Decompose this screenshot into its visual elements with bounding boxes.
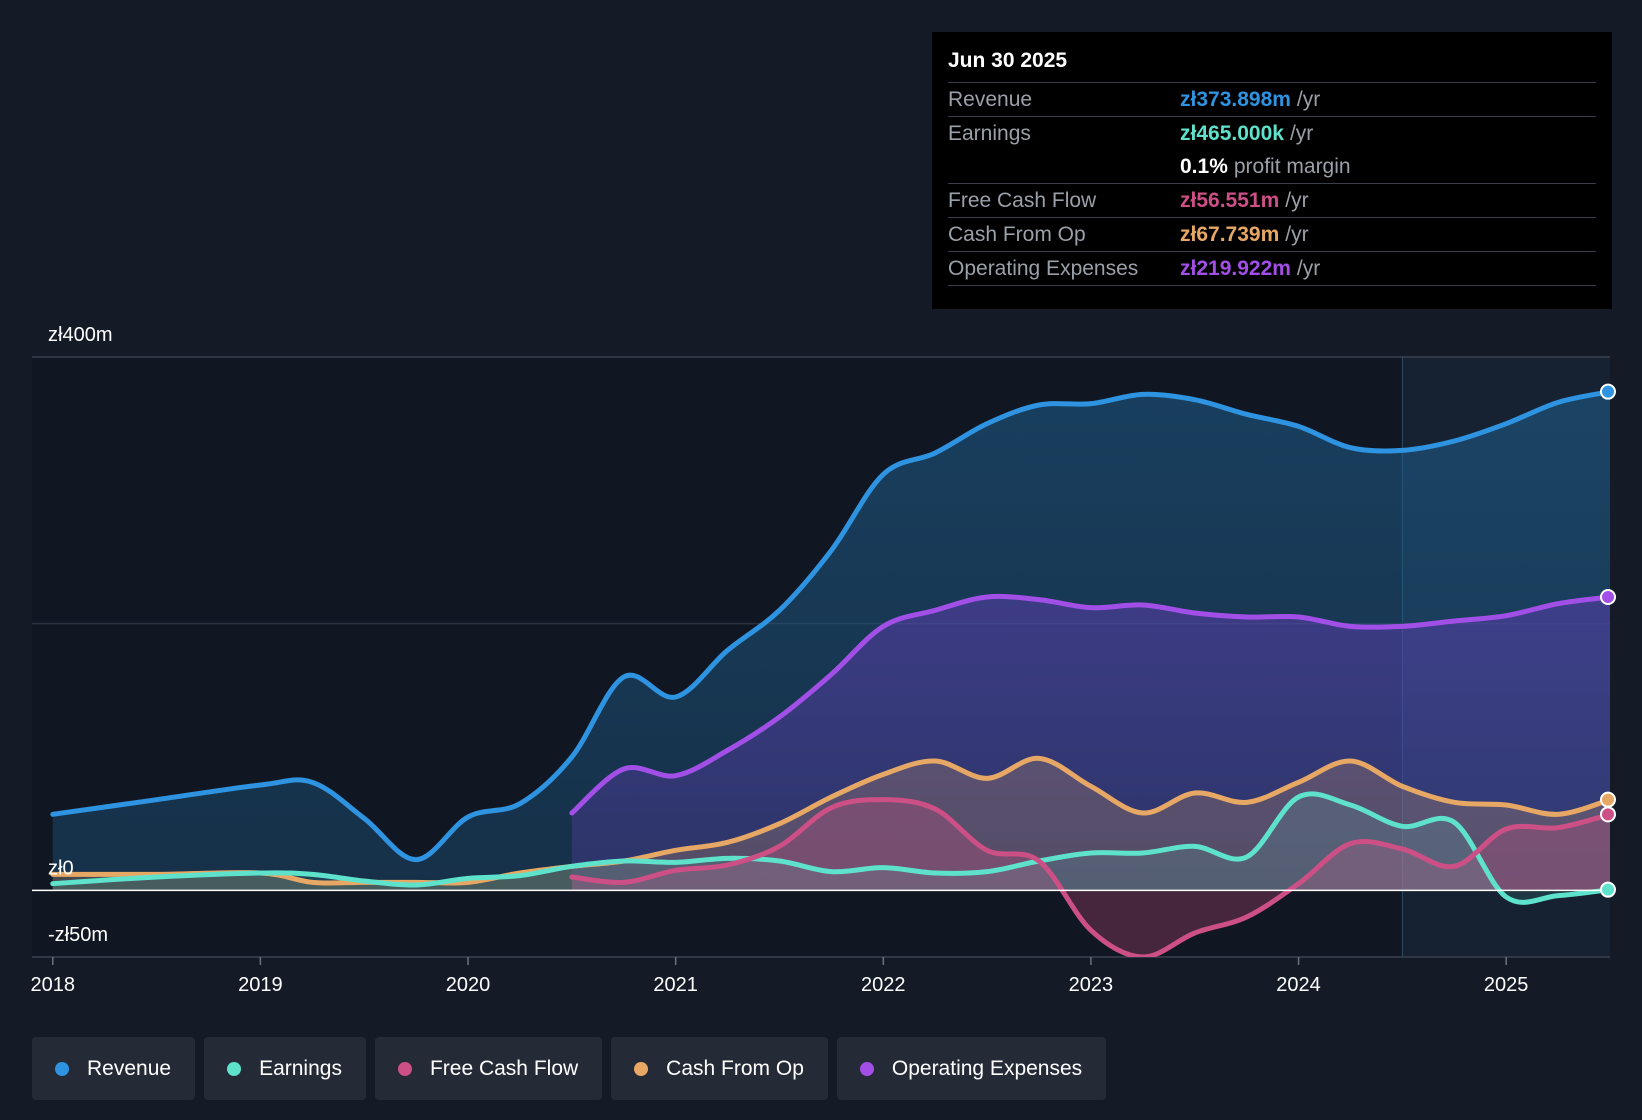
tooltip-value: zł56.551m: [1180, 188, 1280, 212]
tooltip-unit: profit margin: [1233, 154, 1351, 178]
operating-expenses-end-point: [1600, 589, 1616, 605]
tooltip-date: Jun 30 2025: [948, 49, 1068, 72]
tooltip-label: Revenue: [948, 87, 1033, 111]
legend-label: Free Cash Flow: [429, 1056, 579, 1080]
tooltip-label: Cash From Op: [948, 222, 1086, 246]
y-axis-label: zł0: [48, 857, 74, 879]
tooltip-row-profit-margin: 0.1% profit margin: [948, 150, 1596, 183]
y-axis-label: zł400m: [48, 324, 112, 346]
tooltip-value: 0.1%: [1180, 154, 1228, 178]
legend-item-cash-from-op[interactable]: Cash From Op: [611, 1037, 828, 1100]
earnings-line: [50, 791, 1610, 905]
x-tick-label: 2025: [1484, 974, 1529, 996]
free-cash-flow-line: [569, 797, 1610, 957]
legend-item-revenue[interactable]: Revenue: [32, 1037, 196, 1100]
legend-label: Revenue: [87, 1056, 172, 1080]
x-tick-label: 2021: [653, 974, 698, 996]
tooltip-value: zł465.000k: [1180, 121, 1284, 145]
legend-item-operating-expenses[interactable]: Operating Expenses: [836, 1037, 1107, 1100]
x-tick-label: 2018: [31, 974, 76, 996]
tooltip-value: zł219.922m: [1180, 256, 1291, 280]
y-axis-label: -zł50m: [48, 924, 108, 946]
tooltip-unit: /yr: [1285, 188, 1309, 212]
tooltip-unit: /yr: [1289, 121, 1314, 145]
tooltip-value: zł67.739m: [1180, 222, 1280, 246]
tooltip-row-cash-from-op: Cash From Op zł67.739m /yr: [948, 217, 1596, 251]
tooltip-row-revenue: Revenue zł373.898m /yr: [948, 82, 1596, 116]
x-tick-label: 2020: [446, 974, 491, 996]
earnings-end-point: [1600, 881, 1616, 898]
legend-dot-icon: [634, 1061, 649, 1076]
legend-dot-icon: [397, 1061, 412, 1076]
legend-dot-icon: [227, 1061, 242, 1076]
free-cash-flow-end-point: [1600, 806, 1616, 823]
tooltip-row-operating-expenses: Operating Expenses zł219.922m /yr: [948, 251, 1596, 285]
legend-dot-icon: [859, 1061, 874, 1076]
tooltip-unit: /yr: [1296, 87, 1321, 111]
tooltip-row-free-cash-flow: Free Cash Flow zł56.551m /yr: [948, 183, 1596, 217]
legend-label: Earnings: [259, 1056, 342, 1080]
tooltip-unit: /yr: [1296, 256, 1321, 280]
legend-label: Operating Expenses: [891, 1056, 1083, 1080]
operating-expenses-line: [569, 593, 1610, 816]
data-tooltip: Jun 30 2025 Revenue zł373.898m /yr Earni…: [932, 32, 1612, 309]
x-tick-label: 2022: [861, 974, 906, 996]
x-tick-label: 2024: [1276, 974, 1321, 996]
legend-item-free-cash-flow[interactable]: Free Cash Flow: [374, 1037, 603, 1100]
legend-item-earnings[interactable]: Earnings: [204, 1037, 366, 1100]
tooltip-label: Earnings: [948, 121, 1031, 145]
tooltip-divider: [948, 285, 1596, 287]
legend-label: Cash From Op: [666, 1056, 804, 1080]
x-tick-label: 2019: [238, 974, 283, 996]
chart-legend: Revenue Earnings Free Cash Flow Cash Fro…: [32, 1037, 1107, 1100]
tooltip-label: Operating Expenses: [948, 256, 1139, 280]
revenue-line: [50, 389, 1610, 863]
financial-chart: zł400m zł0 -zł50m 2018 2019 2020 2021 2022 2023…: [31, 324, 1616, 996]
revenue-end-point: [1600, 383, 1616, 400]
free-cash-flow-area: [571, 799, 1610, 957]
tooltip-unit: /yr: [1285, 222, 1309, 246]
legend-dot-icon: [55, 1061, 69, 1076]
operating-expenses-area: [571, 596, 1610, 891]
tooltip-label: Free Cash Flow: [948, 188, 1097, 212]
earnings-area: [52, 793, 1610, 903]
tooltip-value: zł373.898m: [1180, 87, 1291, 111]
cash-from-op-end-point: [1600, 791, 1616, 808]
x-tick-label: 2023: [1069, 974, 1114, 996]
tooltip-row-earnings: Earnings zł465.000k /yr: [948, 116, 1596, 150]
